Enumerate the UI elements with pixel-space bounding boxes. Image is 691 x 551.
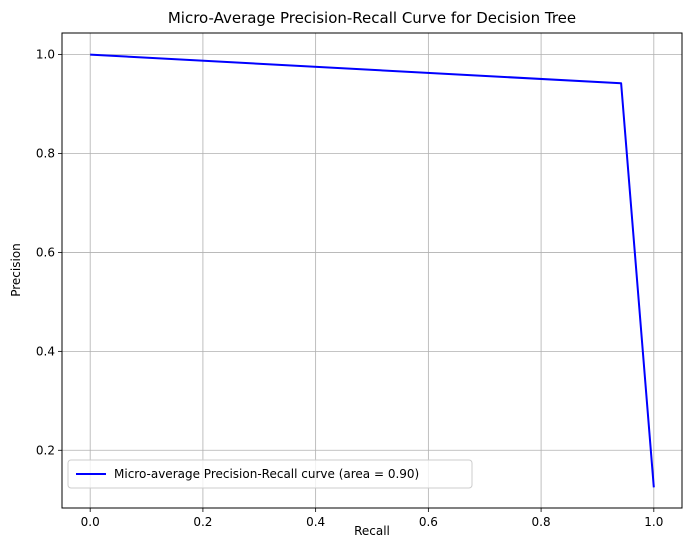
- grid: [62, 33, 682, 508]
- plot-frame: [61, 32, 683, 509]
- x-tick-label: 0.2: [193, 515, 212, 529]
- legend: Micro-average Precision-Recall curve (ar…: [67, 459, 473, 489]
- x-axis-label: Recall: [354, 524, 390, 538]
- pr-curve-line: [90, 53, 655, 488]
- legend-entry-label: Micro-average Precision-Recall curve (ar…: [114, 467, 419, 481]
- x-axis-ticks: 0.0 0.2 0.4 0.6 0.8 1.0: [81, 508, 663, 529]
- x-tick-label: 0.6: [419, 515, 438, 529]
- x-tick-label: 1.0: [644, 515, 663, 529]
- x-tick-label: 0.8: [532, 515, 551, 529]
- y-tick-label: 0.8: [36, 147, 55, 161]
- x-tick-label: 0.0: [81, 515, 100, 529]
- y-tick-label: 1.0: [36, 48, 55, 62]
- y-tick-label: 0.2: [36, 443, 55, 457]
- y-tick-label: 0.6: [36, 245, 55, 259]
- y-axis-ticks: 0.2 0.4 0.6 0.8 1.0: [36, 48, 62, 457]
- series-layer: [90, 53, 655, 488]
- x-tick-label: 0.4: [306, 515, 325, 529]
- y-tick-label: 0.4: [36, 344, 55, 358]
- legend-box: [67, 459, 473, 489]
- y-axis-label: Precision: [9, 243, 23, 297]
- chart-title: Micro-Average Precision-Recall Curve for…: [168, 9, 576, 27]
